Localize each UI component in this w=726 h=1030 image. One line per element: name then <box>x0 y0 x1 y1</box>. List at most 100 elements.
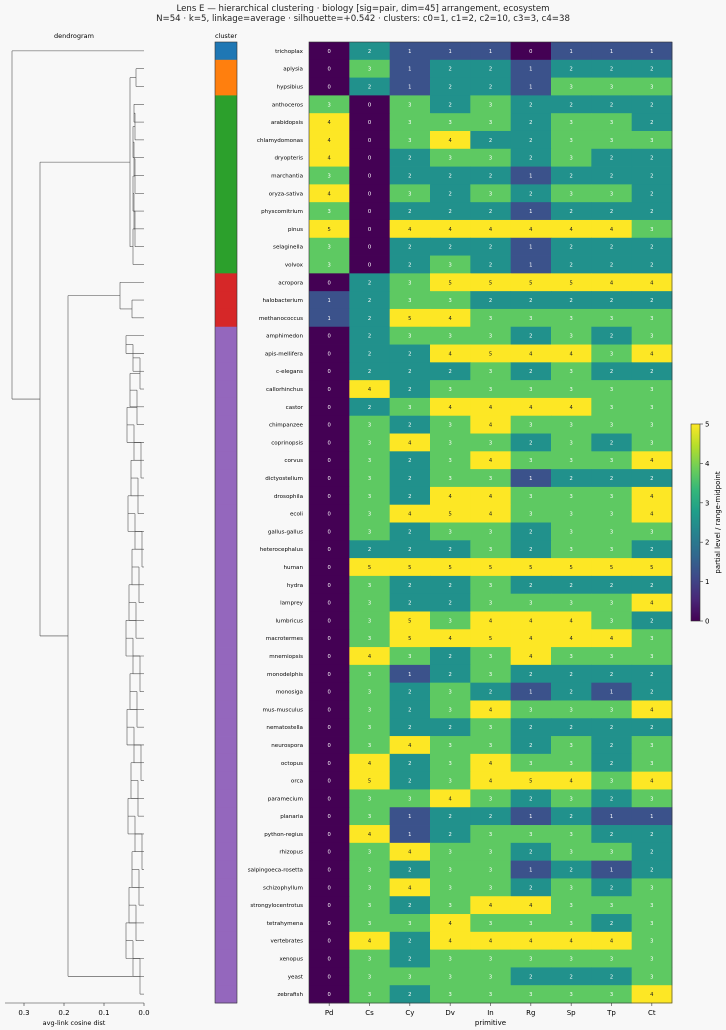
cell-value-label: 3 <box>570 885 573 891</box>
heatmap-cell <box>309 42 350 61</box>
heatmap-cell <box>631 166 673 185</box>
cell-value-label: 3 <box>449 298 452 304</box>
heatmap-cell <box>591 860 633 879</box>
heatmap-cell <box>349 291 391 310</box>
heatmap-cell <box>430 825 471 844</box>
cell-value-label: 3 <box>489 547 492 553</box>
cell-value-label: 2 <box>489 209 492 215</box>
cell-value-label: 3 <box>368 494 371 500</box>
cell-value-label: 3 <box>570 423 573 429</box>
heatmap-cell <box>551 896 592 915</box>
cell-value-label: 0 <box>328 814 331 820</box>
cell-value-label: 0 <box>328 334 331 340</box>
row-label: oryza-sativa <box>269 191 303 197</box>
cell-value-label: 2 <box>610 583 613 589</box>
cell-value-label: 3 <box>449 618 452 624</box>
cell-value-label: 4 <box>449 796 453 802</box>
cell-value-label: 5 <box>368 779 371 785</box>
cell-value-label: 2 <box>368 405 371 411</box>
heatmap-cell <box>510 113 552 132</box>
cell-value-label: 3 <box>489 583 492 589</box>
heatmap-cell <box>309 415 350 434</box>
heatmap-cell <box>309 931 350 951</box>
heatmap-cell <box>309 237 350 256</box>
heatmap-cell <box>470 629 512 648</box>
heatmap-cell <box>470 326 512 345</box>
heatmap-cell <box>389 59 431 78</box>
cell-value-label: 4 <box>328 156 332 162</box>
heatmap-cell <box>349 878 391 897</box>
cell-value-label: 0 <box>328 494 331 500</box>
cell-value-label: 3 <box>489 885 492 891</box>
cell-value-label: 3 <box>489 387 492 393</box>
row-label: planaria <box>280 814 303 820</box>
heatmap-cell <box>591 789 633 808</box>
heatmap-cell <box>389 415 431 434</box>
cell-value-label: 2 <box>610 102 613 108</box>
heatmap-cell <box>430 860 471 879</box>
heatmap-cell <box>309 789 350 808</box>
heatmap-cell <box>631 931 673 951</box>
heatmap-cell <box>430 77 471 96</box>
cell-value-label: 3 <box>610 992 613 998</box>
cell-value-label: 2 <box>529 138 532 144</box>
heatmap-cell <box>309 825 350 844</box>
cell-value-label: 3 <box>489 102 492 108</box>
cell-value-label: 3 <box>610 618 613 624</box>
heatmap-cell <box>510 842 552 862</box>
heatmap-cell <box>349 504 391 523</box>
cell-value-label: 2 <box>489 262 492 268</box>
cell-value-label: 3 <box>368 957 371 963</box>
cell-value-label: 4 <box>570 618 574 624</box>
cell-value-label: 3 <box>650 761 653 767</box>
cell-value-label: 2 <box>408 494 411 500</box>
cell-value-label: 3 <box>489 743 492 749</box>
cluster-cell <box>215 878 237 897</box>
cell-value-label: 1 <box>489 49 492 55</box>
cell-value-label: 2 <box>449 102 452 108</box>
heatmap-cell <box>309 486 350 506</box>
cell-value-label: 2 <box>650 262 653 268</box>
heatmap-cell <box>470 789 512 808</box>
heatmap-cell <box>510 647 552 666</box>
cell-value-label: 3 <box>368 850 371 856</box>
heatmap-cell <box>309 77 350 96</box>
heatmap-cell <box>389 736 431 755</box>
heatmap-cell <box>349 575 391 595</box>
heatmap-cell <box>631 95 673 114</box>
cell-value-label: 3 <box>650 423 653 429</box>
cell-value-label: 2 <box>408 939 411 945</box>
cell-value-label: 3 <box>368 601 371 607</box>
heatmap-cell <box>309 95 350 114</box>
cell-value-label: 0 <box>368 120 371 126</box>
heatmap-cell <box>470 59 512 78</box>
column-label: Dv <box>445 1009 455 1017</box>
heatmap-cell <box>349 558 391 577</box>
heatmap-cell <box>631 148 673 167</box>
heatmap-cell <box>470 397 512 417</box>
heatmap-cell <box>349 130 391 150</box>
cell-value-label: 3 <box>368 690 371 696</box>
cell-value-label: 3 <box>610 529 613 535</box>
heatmap-cell <box>470 219 512 239</box>
heatmap-cell <box>631 522 673 541</box>
cell-value-label: 3 <box>610 191 613 197</box>
cell-value-label: 3 <box>570 761 573 767</box>
cell-value-label: 3 <box>489 992 492 998</box>
cell-value-label: 4 <box>449 921 453 927</box>
heatmap-cell <box>349 59 391 78</box>
row-label: vertebrates <box>270 939 303 945</box>
heatmap-cell <box>349 344 391 363</box>
cluster-cell <box>215 700 237 719</box>
cell-value-label: 3 <box>449 974 452 980</box>
cell-value-label: 0 <box>328 529 331 535</box>
heatmap-cell <box>591 878 633 897</box>
heatmap-cell <box>349 718 391 737</box>
heatmap-cell <box>591 291 633 310</box>
cell-value-label: 5 <box>449 512 452 518</box>
heatmap-cell <box>510 789 552 808</box>
cell-value-label: 2 <box>489 298 492 304</box>
heatmap-cell <box>309 914 350 933</box>
heatmap-cell <box>510 682 552 701</box>
cluster-cell <box>215 486 237 506</box>
